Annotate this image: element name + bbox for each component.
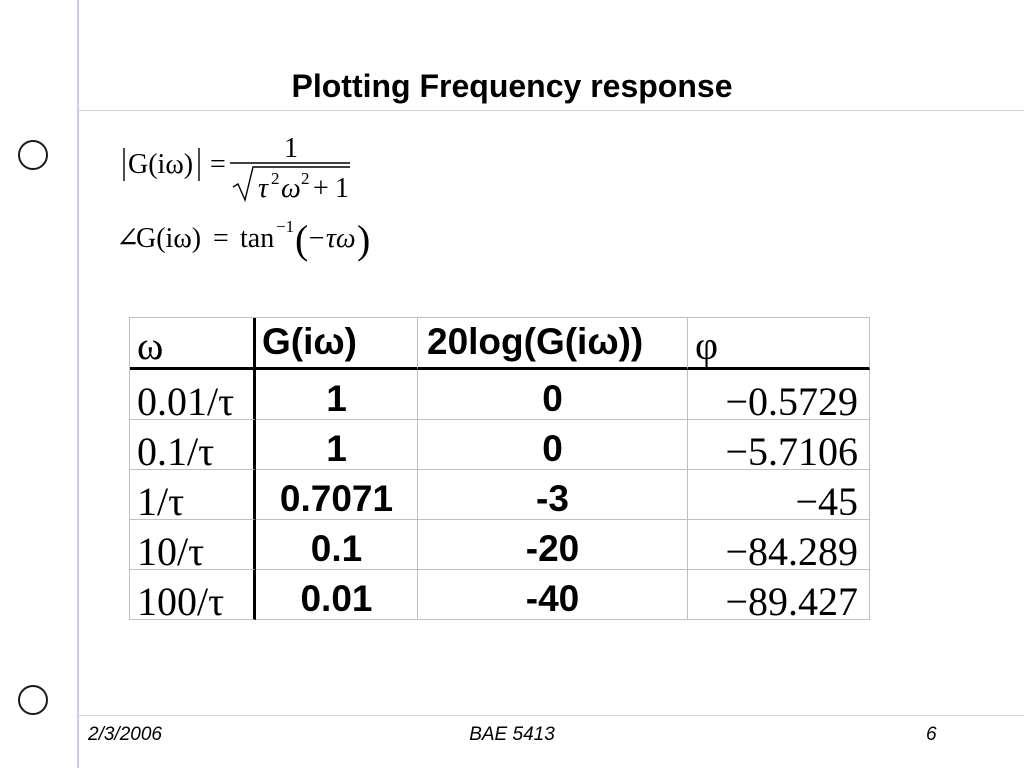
phase-equals: = xyxy=(213,223,229,254)
cell-gain-db: -20 xyxy=(418,520,688,570)
cell-gain-db: 0 xyxy=(418,420,688,470)
footer-page-number: 6 xyxy=(926,724,937,745)
cell-omega: 0.01/τ xyxy=(130,370,256,420)
cell-gain-db: 0 xyxy=(418,370,688,420)
cell-phase: −84.289 xyxy=(688,520,870,570)
angle-symbol: ∠ xyxy=(116,223,139,254)
phase-lhs: G(iω) xyxy=(136,223,201,254)
margin-rule xyxy=(77,0,79,768)
magnitude-equals: = xyxy=(210,149,226,180)
cell-gain: 1 xyxy=(256,370,418,420)
formula-block: G(iω) = 1 τ 2 ω 2 + 1 ∠ G(iω) = tan −1 (… xyxy=(116,133,370,262)
cell-gain: 0.1 xyxy=(256,520,418,570)
footer-rule xyxy=(79,715,1024,716)
radicand-one: 1 xyxy=(335,173,349,204)
header-gain-db: 20log(G(iω)) xyxy=(418,318,688,370)
cell-gain: 1 xyxy=(256,420,418,470)
frequency-response-table: ω G(iω) 20log(G(iω)) φ 0.01/τ 1 0 −0.572… xyxy=(129,317,870,620)
cell-phase: −5.7106 xyxy=(688,420,870,470)
cell-omega: 100/τ xyxy=(130,570,256,620)
phase-right-paren: ) xyxy=(357,217,370,262)
hole-punch-bottom xyxy=(18,685,48,715)
footer-course: BAE 5413 xyxy=(469,724,555,745)
magnitude-numerator: 1 xyxy=(284,133,298,164)
magnitude-formula: G(iω) = 1 τ 2 ω 2 + 1 xyxy=(123,133,350,204)
sqrt-sign xyxy=(232,166,350,203)
phase-argument: −τω xyxy=(307,223,356,254)
cell-phase: −45 xyxy=(688,470,870,520)
cell-phase: −89.427 xyxy=(688,570,870,620)
cell-gain-db: -40 xyxy=(418,570,688,620)
radicand-tau-exponent: 2 xyxy=(271,169,280,188)
phase-function: tan xyxy=(240,223,274,254)
radicand-plus: + xyxy=(313,173,329,204)
magnitude-lhs: G(iω) xyxy=(128,149,193,180)
radicand-omega: ω xyxy=(281,173,301,204)
cell-omega: 1/τ xyxy=(130,470,256,520)
header-gain: G(iω) xyxy=(256,318,418,370)
cell-gain: 0.7071 xyxy=(256,470,418,520)
radicand-tau: τ xyxy=(258,173,269,204)
hole-punch-top xyxy=(18,140,48,170)
header-rule xyxy=(79,110,1024,111)
cell-omega: 10/τ xyxy=(130,520,256,570)
radicand-omega-exponent: 2 xyxy=(301,169,310,188)
phase-formula: ∠ G(iω) = tan −1 ( −τω ) xyxy=(116,217,370,262)
cell-phase: −0.5729 xyxy=(688,370,870,420)
header-phase: φ xyxy=(688,318,870,370)
slide-title: Plotting Frequency response xyxy=(291,68,733,104)
cell-omega: 0.1/τ xyxy=(130,420,256,470)
header-omega: ω xyxy=(130,318,256,370)
cell-gain: 0.01 xyxy=(256,570,418,620)
footer-date: 2/3/2006 xyxy=(88,724,162,745)
cell-gain-db: -3 xyxy=(418,470,688,520)
phase-function-exponent: −1 xyxy=(276,217,294,236)
phase-left-paren: ( xyxy=(295,217,308,262)
